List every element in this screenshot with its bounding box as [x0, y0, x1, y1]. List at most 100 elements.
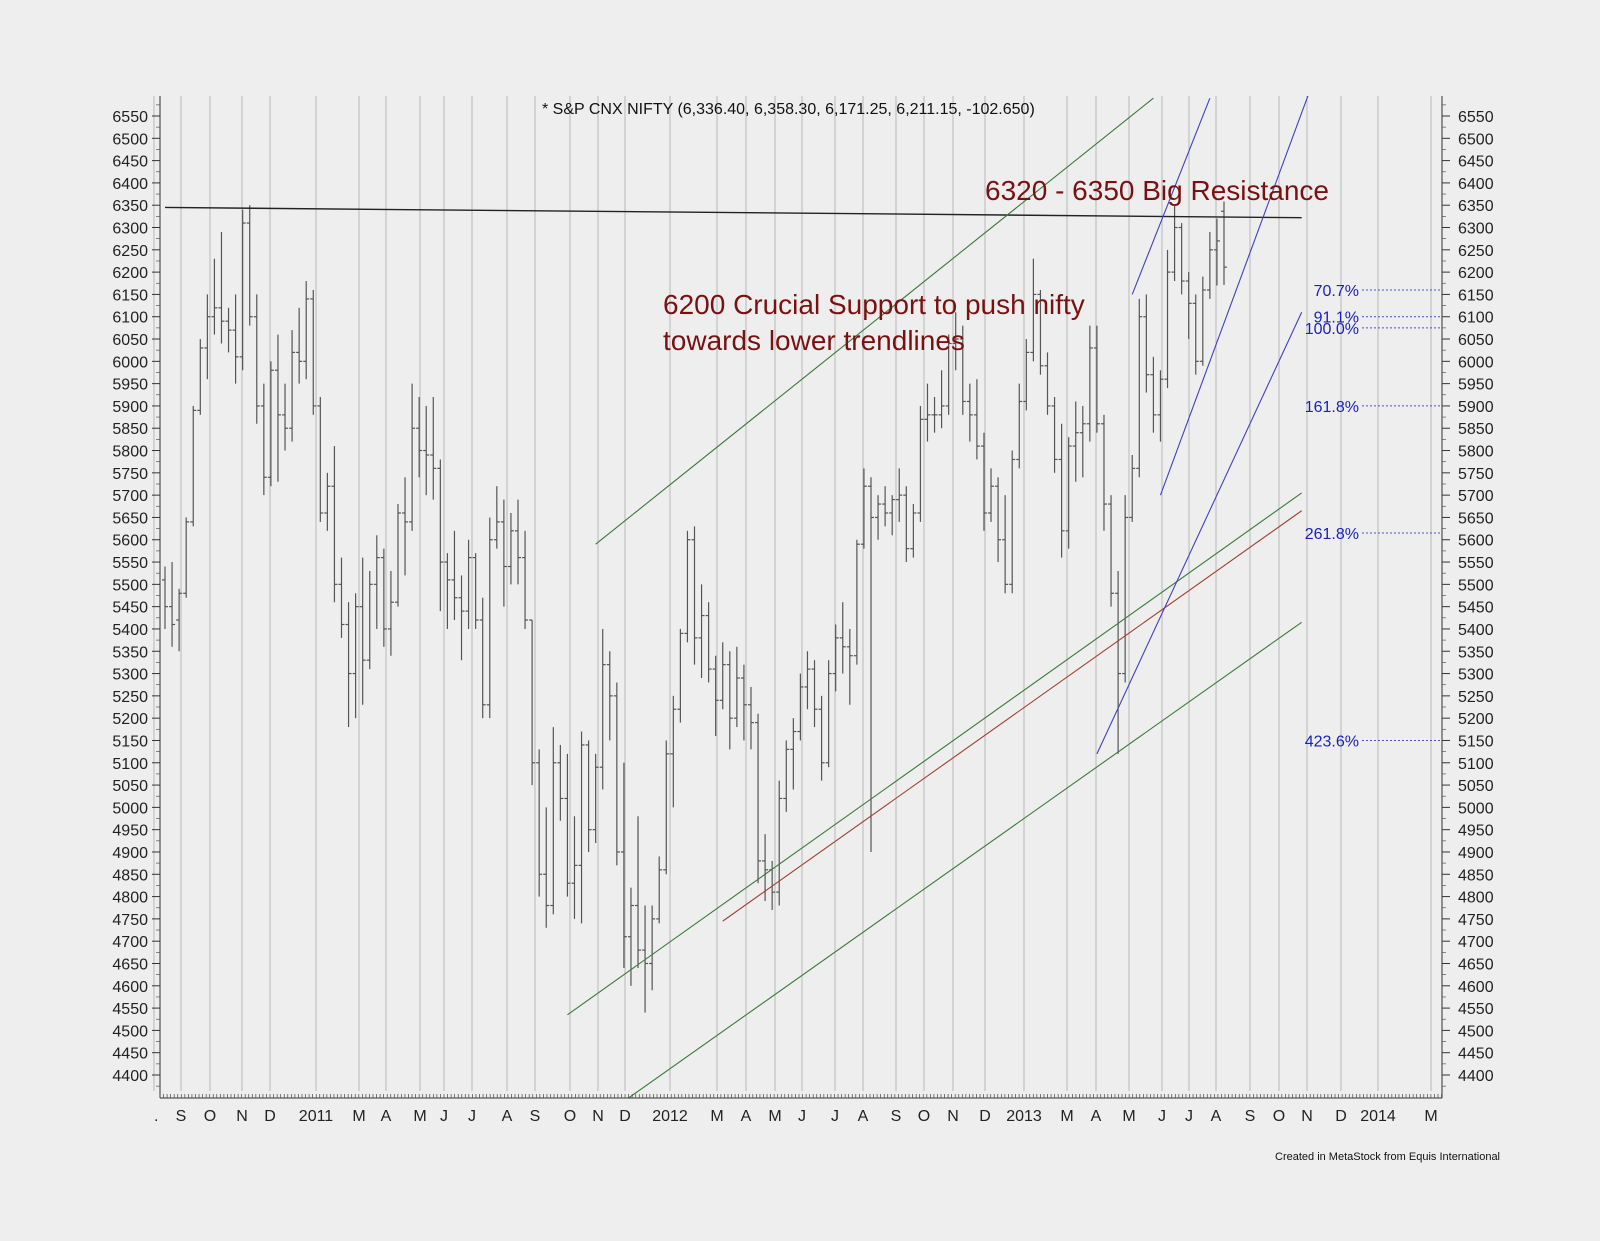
ohlc-bar: [1086, 325, 1093, 442]
fib-level-label: 161.8%: [1305, 399, 1359, 416]
x-tick-label: S: [1245, 1108, 1256, 1125]
ohlc-bar: [1115, 570, 1122, 754]
ohlc-bar: [486, 517, 493, 719]
y-tick-label-right: 4800: [1458, 890, 1494, 907]
x-tick-label: O: [204, 1108, 216, 1125]
ohlc-bar: [1002, 495, 1009, 594]
y-tick-label-right: 5650: [1458, 510, 1494, 527]
trendline-red-channel: [722, 510, 1302, 922]
y-tick-label-right: 5250: [1458, 689, 1494, 706]
trendline-steep-1: [1159, 96, 1309, 496]
trendline-steep-3: [1096, 312, 1303, 755]
ohlc-bar: [1037, 289, 1044, 375]
x-tick-label: O: [564, 1108, 576, 1125]
ohlc-bar: [719, 642, 726, 710]
ohlc-bar: [1178, 223, 1185, 295]
x-tick-label: M: [1060, 1108, 1073, 1125]
ohlc-bar: [402, 477, 409, 576]
ohlc-bar: [232, 294, 239, 384]
ohlc-bar: [924, 383, 931, 442]
ohlc-bar: [670, 695, 677, 808]
y-tick-label-left: 6150: [112, 287, 148, 304]
ohlc-bar: [1129, 454, 1136, 522]
x-tick-label: S: [530, 1108, 541, 1125]
ohlc-bar: [896, 468, 903, 522]
ohlc-bar: [536, 749, 543, 897]
ohlc-bar: [903, 486, 910, 563]
x-tick-label: D: [1335, 1108, 1347, 1125]
ohlc-bar: [190, 405, 197, 527]
y-tick-label-right: 4750: [1458, 912, 1494, 929]
y-tick-label-right: 6450: [1458, 154, 1494, 171]
ohlc-bar: [952, 312, 959, 371]
ohlc-bar: [755, 713, 762, 884]
ohlc-bar: [1093, 325, 1100, 433]
ohlc-bar: [649, 905, 656, 991]
y-tick-label-left: 4900: [112, 845, 148, 862]
x-tick-label: A: [1091, 1108, 1102, 1125]
ohlc-bar: [691, 526, 698, 665]
x-tick-label: J: [831, 1108, 839, 1125]
ohlc-bar: [599, 628, 606, 790]
ohlc-bar: [303, 281, 310, 380]
ohlc-bar: [1199, 276, 1206, 366]
y-tick-label-left: 4950: [112, 823, 148, 840]
x-tick-label: O: [918, 1108, 930, 1125]
ohlc-bar: [394, 504, 401, 607]
ohlc-bar: [889, 495, 896, 536]
y-tick-label-right: 5850: [1458, 421, 1494, 438]
ohlc-bar: [324, 472, 331, 531]
ohlc-bar: [917, 405, 924, 522]
y-tick-label-left: 4600: [112, 979, 148, 996]
y-tick-label-right: 6150: [1458, 287, 1494, 304]
y-tick-label-right: 5050: [1458, 778, 1494, 795]
y-tick-label-left: 4850: [112, 867, 148, 884]
ohlc-bar: [712, 655, 719, 737]
y-tick-label-right: 5750: [1458, 466, 1494, 483]
y-tick-label-right: 6550: [1458, 109, 1494, 126]
trendline-resistance: [164, 206, 1302, 219]
y-tick-label-right: 4500: [1458, 1023, 1494, 1040]
y-tick-label-left: 6400: [112, 176, 148, 193]
ohlc-bar: [479, 597, 486, 719]
ohlc-bar: [507, 512, 514, 585]
trendlines: [164, 96, 1309, 1098]
ohlc-bar: [606, 651, 613, 741]
x-tick-label: N: [947, 1108, 959, 1125]
y-tick-label-right: 4600: [1458, 979, 1494, 996]
y-tick-label-left: 4800: [112, 890, 148, 907]
ohlc-bar: [1122, 495, 1129, 683]
x-tick-label: N: [236, 1108, 248, 1125]
ohlc-bar: [677, 628, 684, 723]
ohlc-bar: [790, 718, 797, 790]
y-tick-label-right: 5350: [1458, 644, 1494, 661]
y-tick-label-left: 6250: [112, 243, 148, 260]
y-tick-label-left: 6350: [112, 198, 148, 215]
ohlc-bar: [359, 557, 366, 705]
y-tick-label-right: 5300: [1458, 667, 1494, 684]
ohlc-bar: [162, 566, 168, 629]
ohlc-bar: [423, 405, 430, 496]
ohlc-bar: [183, 517, 190, 598]
x-tick-label: M: [352, 1108, 365, 1125]
y-tick-label-left: 5050: [112, 778, 148, 795]
fib-level-label: 91.1%: [1314, 310, 1359, 327]
ohlc-bar: [267, 361, 274, 487]
ohlc-bar: [239, 209, 246, 371]
ohlc-bar: [684, 530, 691, 643]
x-tick-label: A: [741, 1108, 752, 1125]
x-tick-label: J: [1158, 1108, 1166, 1125]
ohlc-bar: [966, 383, 973, 442]
ohlc-bar: [776, 780, 783, 906]
y-tick-label-left: 5550: [112, 555, 148, 572]
ohlc-bar: [747, 686, 754, 750]
y-tick-label-right: 5450: [1458, 600, 1494, 617]
y-tick-label-left: 5100: [112, 756, 148, 773]
y-tick-label-left: 5250: [112, 689, 148, 706]
y-tick-label-left: 5300: [112, 667, 148, 684]
ohlc-bar: [931, 397, 938, 433]
x-tick-label: J: [468, 1108, 476, 1125]
ohlc-bar: [373, 535, 380, 629]
fib-level-label: 261.8%: [1305, 526, 1359, 543]
